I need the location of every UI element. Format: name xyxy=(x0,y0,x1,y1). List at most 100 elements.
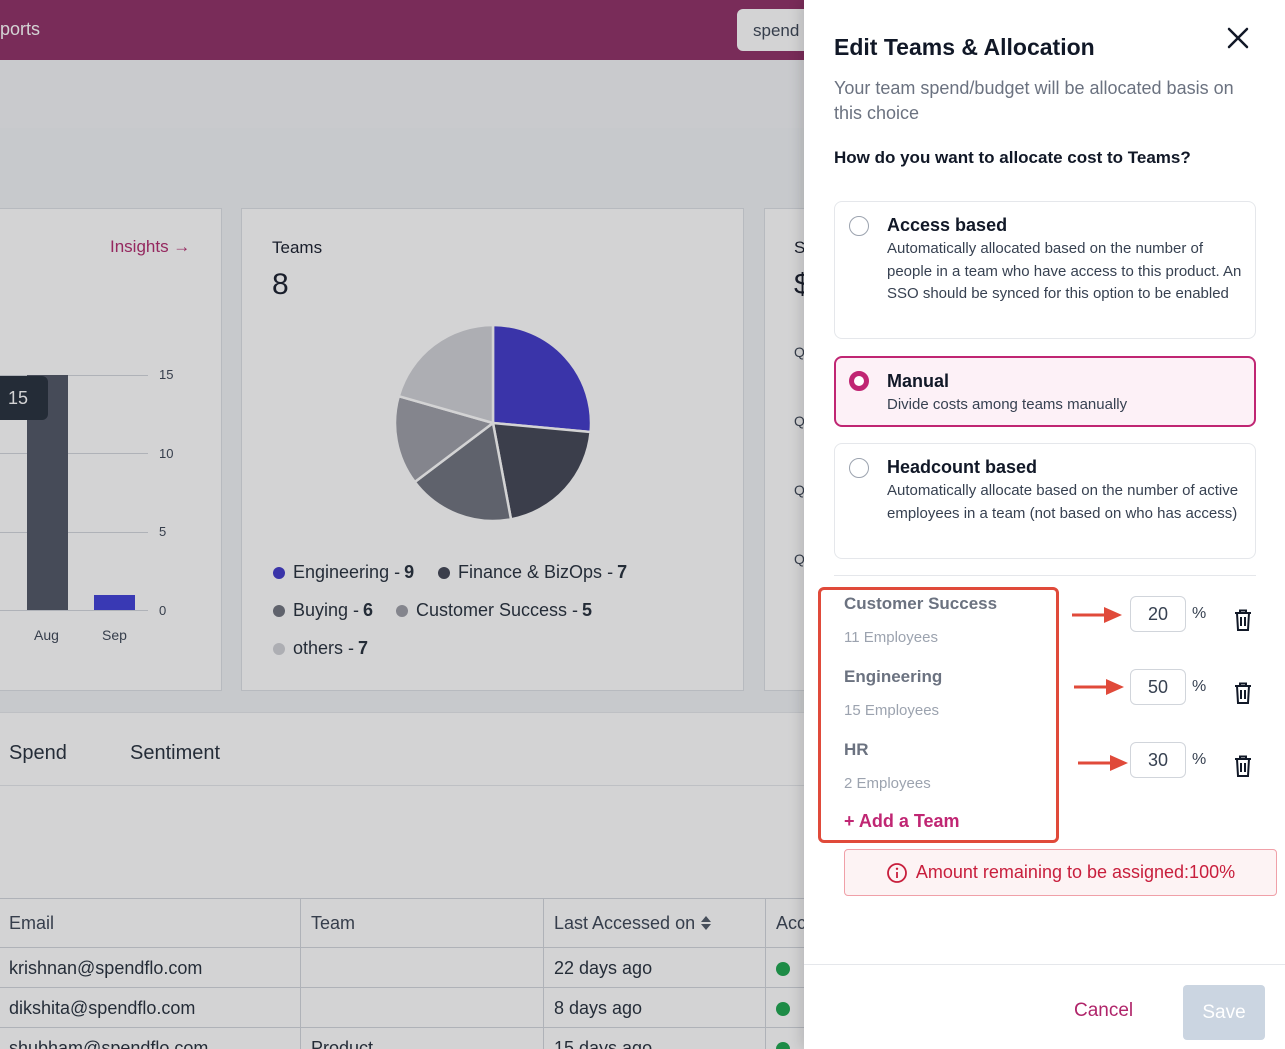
spend-card-row: Q xyxy=(794,413,804,429)
status-dot xyxy=(776,962,790,976)
radio-headcount-based[interactable] xyxy=(849,458,869,478)
percent-sign: % xyxy=(1192,751,1207,768)
save-button[interactable]: Save xyxy=(1183,985,1265,1040)
percent-input-customer-success[interactable] xyxy=(1130,596,1186,632)
legend-dot xyxy=(273,604,285,617)
modal-overlay[interactable] xyxy=(0,0,804,1049)
column-divider xyxy=(300,898,301,1049)
radio-manual[interactable] xyxy=(849,371,869,391)
header-band xyxy=(0,60,804,128)
sort-icon[interactable] xyxy=(700,915,712,931)
nav-reports-link[interactable]: ports xyxy=(0,19,41,39)
legend-count: 7 xyxy=(358,638,369,658)
alert-text: Amount remaining to be assigned:100% xyxy=(915,862,1236,882)
trash-icon[interactable] xyxy=(1232,681,1254,705)
spend-card-title: S xyxy=(794,238,804,257)
legend-item: others - 7 xyxy=(273,638,368,659)
grid-line xyxy=(0,375,148,376)
column-header-last-accessed-label: Last Accessed on xyxy=(554,913,696,933)
search-input[interactable]: spend xyxy=(737,9,804,51)
bar-sep[interactable] xyxy=(94,595,135,610)
radio-access-based[interactable] xyxy=(849,216,869,236)
legend-label: Buying - xyxy=(293,600,360,620)
cell-last-accessed: 15 days ago xyxy=(554,1038,653,1049)
legend-count: 7 xyxy=(617,562,628,582)
percent-sign: % xyxy=(1192,605,1207,622)
drawer-title: Edit Teams & Allocation xyxy=(834,34,1095,60)
legend-count: 6 xyxy=(363,600,374,620)
team-employees: 11 Employees xyxy=(844,629,938,646)
spend-card-row: Q xyxy=(794,551,804,567)
option-title: Manual xyxy=(887,371,950,391)
table-header: Email Team Last Accessed on Acc xyxy=(0,898,804,948)
spend-card xyxy=(764,208,804,691)
teams-highlight-box xyxy=(818,587,1059,843)
table-row[interactable]: dikshita@spendflo.com 8 days ago xyxy=(0,988,804,1028)
option-title: Access based xyxy=(887,215,1008,235)
column-divider xyxy=(543,898,544,1049)
team-name: Engineering xyxy=(844,667,943,686)
column-header-email: Email xyxy=(9,913,55,933)
arrow-icon xyxy=(1072,607,1122,623)
legend-label: Customer Success - xyxy=(416,600,579,620)
footer-divider xyxy=(804,964,1285,965)
add-team-button[interactable]: + Add a Team xyxy=(844,811,960,831)
team-name: Customer Success xyxy=(844,594,998,613)
table-row[interactable]: krishnan@spendflo.com 22 days ago xyxy=(0,948,804,988)
table-row[interactable]: shubham@spendflo.com Product 15 days ago xyxy=(0,1028,804,1049)
team-employees: 15 Employees xyxy=(844,702,940,719)
x-tick-label: Aug xyxy=(34,627,59,643)
legend-item: Buying - 6 xyxy=(273,600,373,621)
arrow-icon xyxy=(1074,679,1124,695)
option-access-based[interactable]: Access based Automatically allocated bas… xyxy=(834,201,1256,339)
percent-input-hr[interactable] xyxy=(1130,742,1186,778)
remaining-amount-alert: Amount remaining to be assigned:100% xyxy=(844,849,1277,896)
x-tick-label: Sep xyxy=(102,627,127,643)
legend-dot xyxy=(438,566,450,579)
teams-card-title: Teams xyxy=(272,238,323,257)
column-header-last-accessed[interactable]: Last Accessed on xyxy=(554,913,712,934)
pie-slice-engineering[interactable] xyxy=(491,323,593,434)
pie-slice-customer-success[interactable] xyxy=(393,394,496,484)
option-headcount-based[interactable]: Headcount based Automatically allocate b… xyxy=(834,443,1256,559)
trash-icon[interactable] xyxy=(1232,754,1254,778)
spend-card-row: Q xyxy=(794,482,804,498)
option-description: Automatically allocate based on the numb… xyxy=(887,482,1239,522)
insights-link[interactable]: Insights → xyxy=(110,237,191,256)
teams-pie-chart xyxy=(393,323,593,523)
tabs-row xyxy=(0,712,804,786)
status-dot xyxy=(776,1042,790,1049)
pie-slice-buying[interactable] xyxy=(413,420,513,523)
grid-line xyxy=(0,532,148,533)
grid-line xyxy=(0,610,148,611)
cell-email: shubham@spendflo.com xyxy=(9,1038,209,1049)
team-employees: 2 Employees xyxy=(844,775,931,792)
close-icon[interactable] xyxy=(1224,24,1252,52)
legend-dot xyxy=(273,642,285,655)
column-divider xyxy=(765,898,766,1049)
percent-input-engineering[interactable] xyxy=(1130,669,1186,705)
pie-slice-others[interactable] xyxy=(397,323,495,425)
grid-line xyxy=(0,453,148,454)
tab-sentiment[interactable]: Sentiment xyxy=(130,742,221,764)
background-page: ports spend Insights → 15 10 5 0 Aug Sep… xyxy=(0,0,804,1049)
legend-dot xyxy=(396,604,408,617)
option-title: Headcount based xyxy=(887,457,1038,477)
teams-count: 8 xyxy=(272,268,289,301)
spend-card-row: Q xyxy=(794,344,804,360)
cell-email: dikshita@spendflo.com xyxy=(9,998,196,1018)
y-tick-label: 5 xyxy=(159,524,167,539)
legend-item: Engineering - 9 xyxy=(273,562,414,583)
legend-label: Engineering - xyxy=(293,562,401,582)
cancel-button[interactable]: Cancel xyxy=(1074,1000,1134,1021)
bar-tooltip: 15 xyxy=(0,376,48,420)
tab-spend[interactable]: Spend xyxy=(9,742,67,764)
arrow-icon xyxy=(1078,755,1128,771)
option-manual[interactable]: Manual Divide costs among teams manually xyxy=(834,356,1256,427)
legend-dot xyxy=(273,566,285,579)
pie-slice-finance-bizops[interactable] xyxy=(491,421,592,521)
team-name: HR xyxy=(844,740,869,759)
trash-icon[interactable] xyxy=(1232,608,1254,632)
legend-count: 9 xyxy=(404,562,415,582)
legend-count: 5 xyxy=(582,600,593,620)
